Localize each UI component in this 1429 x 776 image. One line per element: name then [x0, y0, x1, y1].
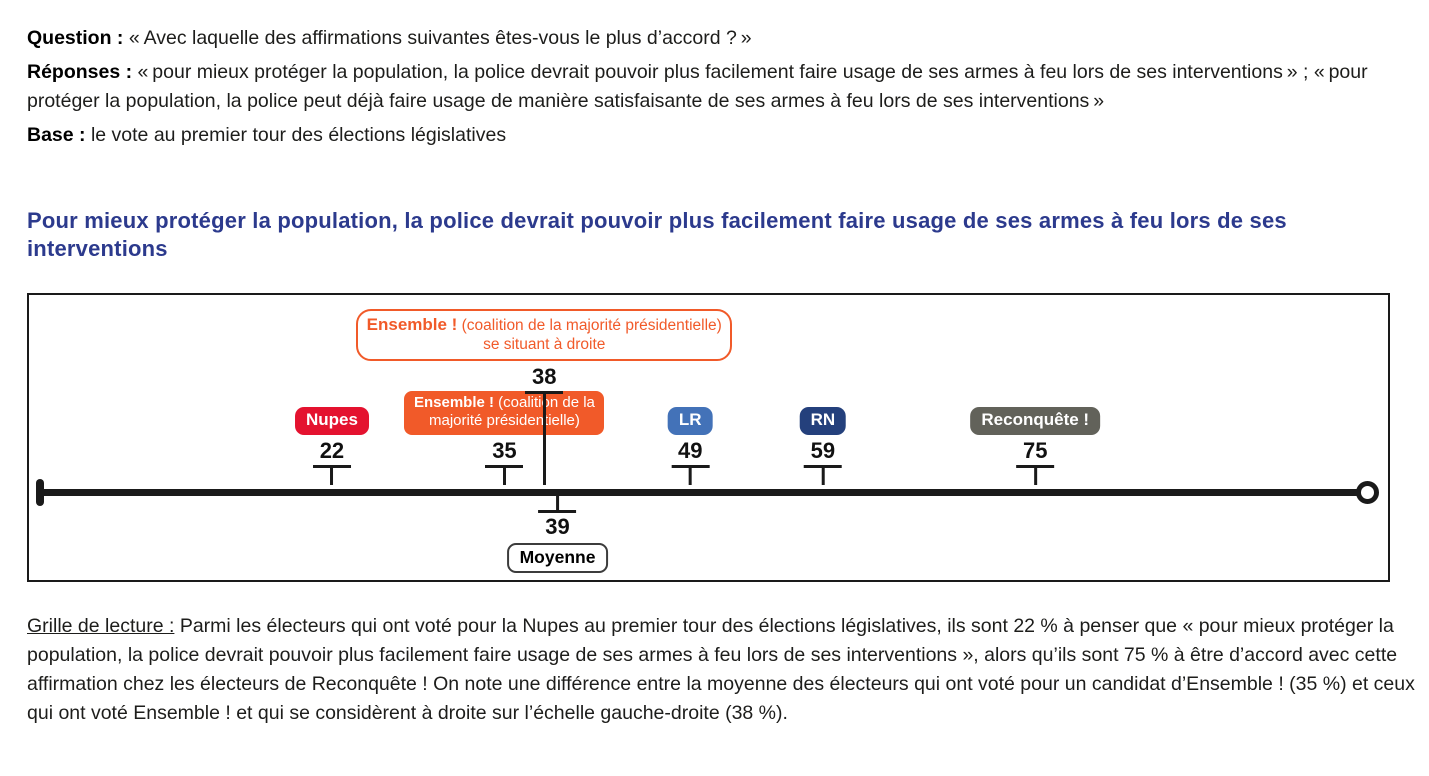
tick-bar — [1016, 465, 1055, 468]
party-badge-nupes: Nupes — [294, 407, 369, 435]
tick-stem — [542, 394, 546, 485]
tick-bar — [671, 465, 710, 468]
tick-stem — [688, 468, 692, 485]
marker-value: 38 — [532, 364, 557, 389]
party-badge-reconquete: Reconquête ! — [970, 407, 1101, 435]
tick-bar — [525, 391, 564, 394]
marker-value: 75 — [1023, 438, 1048, 463]
tick-bar — [312, 465, 351, 468]
callout-label-ensemble-se-situant-a-droite: Ensemble ! (coalition de la majorité pré… — [356, 309, 733, 361]
question-text: « Avec laquelle des affirmations suivant… — [128, 27, 752, 49]
tick-bar — [803, 465, 842, 468]
marker-reconquete: Reconquête ! 75 — [970, 407, 1101, 485]
callout-line2: se situant à droite — [483, 336, 606, 353]
tick-stem — [821, 468, 825, 485]
axis-line — [40, 489, 1362, 496]
axis-left-cap — [36, 479, 44, 506]
base-text: le vote au premier tour des élections lé… — [90, 124, 507, 146]
base-label: Base : — [27, 124, 86, 146]
tick-bar — [538, 510, 577, 513]
axis-area: Nupes 22 Ensemble ! (coalition de la major… — [36, 295, 1379, 580]
party-name-rest: (coalition de la majorité présidentielle… — [457, 317, 722, 334]
party-name-bold: Reconquête ! — [981, 410, 1090, 429]
party-name-bold: RN — [810, 410, 836, 429]
tick-stem — [1033, 468, 1037, 485]
responses-line: Réponses : « pour mieux protéger la popu… — [27, 58, 1412, 116]
question-metadata: Question : « Avec laquelle des affirmati… — [27, 24, 1412, 155]
responses-text: « pour mieux protéger la population, la … — [27, 61, 1368, 112]
tick-stem — [556, 496, 560, 510]
reading-note-label: Grille de lecture : — [27, 615, 175, 637]
marker-value: 49 — [677, 438, 703, 463]
left-right-scale-chart: Nupes 22 Ensemble ! (coalition de la major… — [27, 293, 1390, 582]
party-badge-ensemble: Ensemble ! (coalition de la majorité pré… — [404, 391, 605, 435]
base-line: Base : le vote au premier tour des élect… — [27, 121, 1412, 150]
marker-value: 35 — [492, 438, 517, 463]
reading-note-text: Parmi les électeurs qui ont voté pour la… — [27, 615, 1415, 724]
party-name-bold: Ensemble ! — [413, 394, 494, 411]
marker-lr: LR 49 — [667, 407, 713, 485]
axis-right-circle-icon — [1356, 481, 1379, 504]
chart-title: Pour mieux protéger la population, la po… — [27, 208, 1287, 261]
marker-nupes: Nupes 22 — [294, 407, 369, 485]
party-name-rest: (coalition de la majorité présidentielle… — [428, 394, 595, 429]
responses-label: Réponses : — [27, 61, 133, 83]
party-name-bold: Ensemble ! — [366, 315, 458, 334]
question-line: Question : « Avec laquelle des affirmati… — [27, 24, 1412, 53]
marker-value: 22 — [319, 438, 345, 463]
marker-value: 59 — [810, 438, 836, 463]
party-badge-lr: LR — [667, 407, 713, 435]
tick-bar — [485, 465, 524, 468]
marker-ensemble-se-situant-a-droite: Ensemble ! (coalition de la majorité pré… — [356, 309, 733, 485]
party-badge-rn: RN — [799, 407, 847, 435]
marker-ensemble: Ensemble ! (coalition de la majorité pré… — [404, 391, 605, 485]
tick-stem — [330, 468, 334, 485]
marker-rn: RN 59 — [799, 407, 847, 485]
party-name-bold: LR — [678, 410, 702, 429]
marker-value: 39 — [545, 514, 570, 539]
marker-moyenne: 39 Moyenne — [506, 496, 609, 573]
party-name-bold: Nupes — [305, 410, 358, 429]
reading-note: Grille de lecture : Parmi les électeurs … — [27, 612, 1415, 728]
mean-badge: Moyenne — [506, 543, 609, 573]
question-label: Question : — [27, 27, 124, 49]
tick-stem — [502, 468, 506, 485]
